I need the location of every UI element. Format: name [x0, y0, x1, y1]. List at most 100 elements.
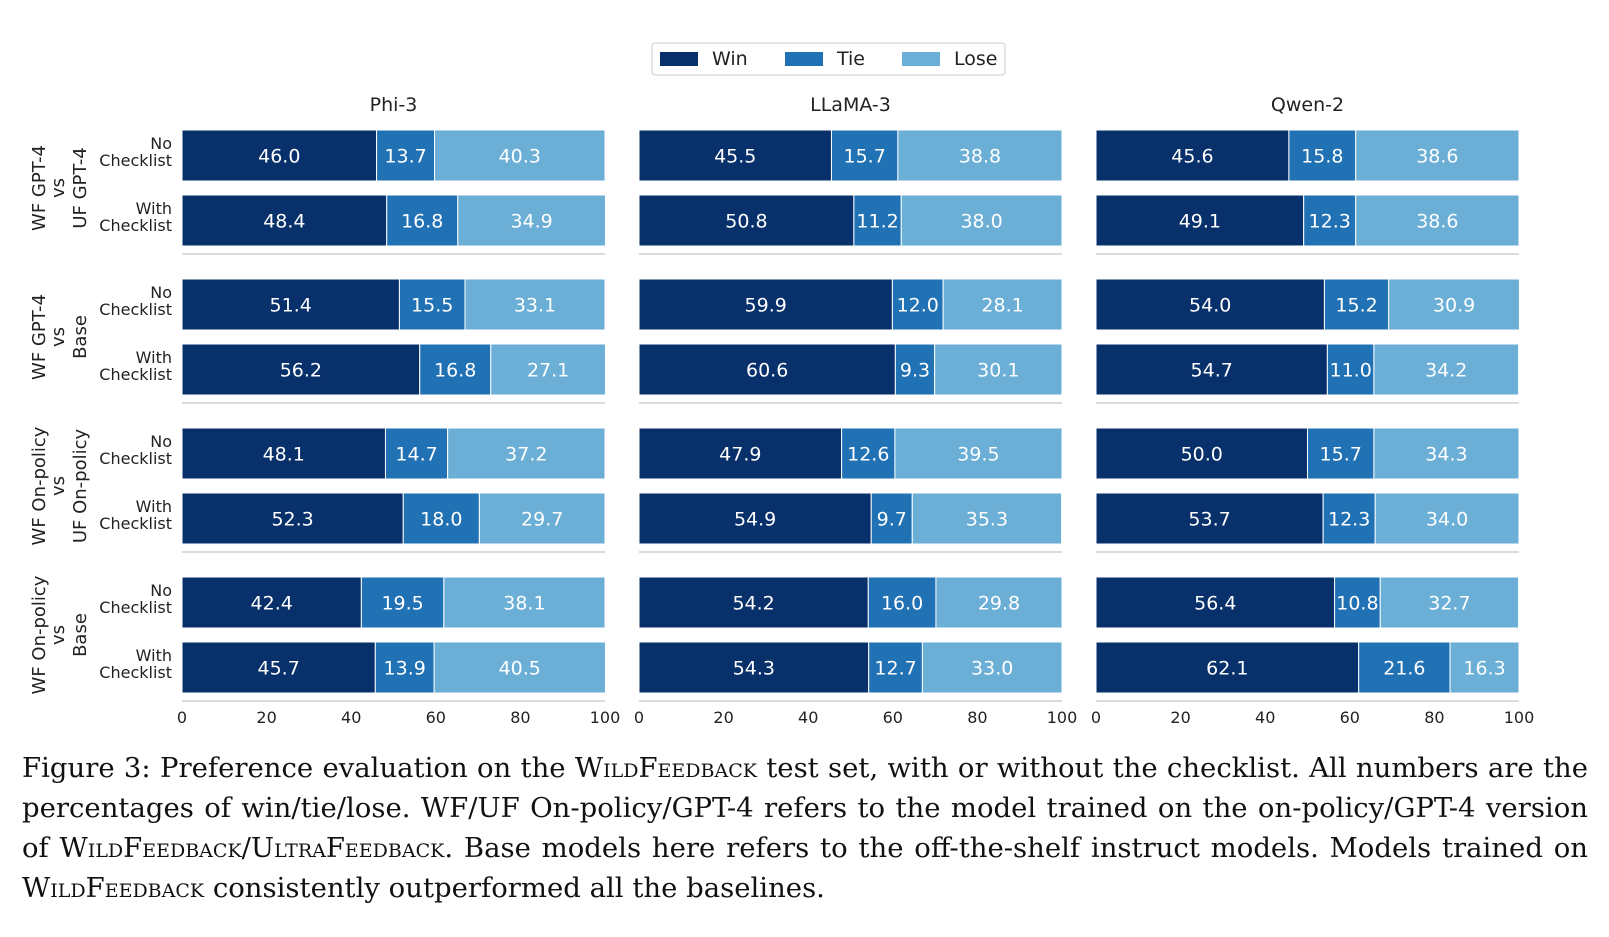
bar-value-label: 56.4	[1194, 593, 1236, 615]
x-tick-label: 100	[1504, 708, 1535, 727]
panel-qwen-2: Qwen-2 45.6 15.8 38.6 49.1 12.3 38.6 54.0 15.2 30…	[1091, 94, 1534, 727]
bar-value-label: 45.7	[257, 658, 299, 680]
bar-value-label: 30.1	[977, 360, 1019, 382]
row-label: Checklist	[99, 151, 172, 170]
group-label: vs	[48, 327, 69, 347]
x-tick-label: 100	[590, 708, 621, 727]
x-tick-label: 40	[341, 708, 361, 727]
group-label: Base	[70, 613, 91, 657]
bar-value-label: 11.0	[1329, 360, 1371, 382]
bar-value-label: 12.6	[847, 444, 889, 466]
bar-lose	[1355, 194, 1520, 247]
bar-value-label: 35.3	[966, 509, 1008, 531]
bar-tie	[374, 641, 435, 694]
bar-tie	[830, 129, 899, 182]
bar-tie	[384, 427, 449, 480]
bar-lose	[935, 576, 1063, 629]
bar-win	[638, 641, 870, 694]
bar-lose	[1374, 492, 1520, 545]
panel-phi-3: Phi-3 46.0 13.7 40.3 48.4 16.8 34.9 51.4 15.5 33.…	[177, 94, 620, 727]
bar-win	[181, 194, 388, 247]
group-label: Base	[70, 315, 91, 359]
bar-win	[638, 427, 843, 480]
x-tick-label: 0	[177, 708, 187, 727]
row-label: Checklist	[99, 663, 172, 682]
bar-value-label: 34.9	[510, 211, 552, 233]
legend-label-win: Win	[712, 48, 748, 70]
group-label: WF GPT-4	[29, 294, 50, 380]
bar-value-label: 30.9	[1433, 295, 1475, 317]
bar-win	[1095, 576, 1336, 629]
bar-lose	[447, 427, 606, 480]
bar-value-label: 38.8	[959, 146, 1001, 168]
bar-value-label: 15.2	[1335, 295, 1377, 317]
bar-value-label: 16.8	[434, 360, 476, 382]
bar-tie	[1326, 343, 1375, 396]
group-label: UF GPT-4	[70, 147, 91, 228]
row-label: With	[136, 497, 172, 516]
x-tick-label: 60	[1340, 708, 1360, 727]
row-label: Checklist	[99, 514, 172, 533]
figure-caption: Figure 3: Preference evaluation on the W…	[22, 748, 1588, 908]
bar-value-label: 37.2	[505, 444, 547, 466]
bar-value-label: 15.7	[844, 146, 886, 168]
bar-tie	[376, 129, 436, 182]
bar-lose	[464, 278, 606, 331]
bar-lose	[457, 194, 606, 247]
bar-tie	[870, 492, 913, 545]
bar-tie	[419, 343, 492, 396]
bar-value-label: 54.0	[1189, 295, 1231, 317]
bar-win	[181, 641, 376, 694]
bar-value-label: 14.7	[395, 444, 437, 466]
x-tick-label: 0	[1091, 708, 1101, 727]
bar-lose	[894, 427, 1063, 480]
caption-text: /	[241, 832, 251, 864]
bar-value-label: 32.7	[1428, 593, 1470, 615]
bar-value-label: 45.6	[1171, 146, 1213, 168]
bar-value-label: 15.7	[1320, 444, 1362, 466]
x-tick-label: 80	[1424, 708, 1444, 727]
bar-tie	[1322, 492, 1376, 545]
bar-lose	[942, 278, 1063, 331]
legend-box	[651, 42, 1006, 76]
bar-value-label: 42.4	[251, 593, 293, 615]
row-label: No	[150, 432, 172, 451]
bar-value-label: 60.6	[746, 360, 788, 382]
bar-value-label: 34.0	[1426, 509, 1468, 531]
bar-value-label: 62.1	[1206, 658, 1248, 680]
bar-value-label: 13.7	[384, 146, 426, 168]
bar-value-label: 50.8	[725, 211, 767, 233]
x-tick-label: 100	[1047, 708, 1078, 727]
panel-title: Phi-3	[370, 94, 418, 116]
bar-value-label: 54.7	[1191, 360, 1233, 382]
bar-value-label: 9.3	[900, 360, 930, 382]
bar-value-label: 11.2	[856, 211, 898, 233]
panel-title: Qwen-2	[1271, 94, 1344, 116]
bar-lose	[433, 641, 606, 694]
bar-lose	[490, 343, 606, 396]
bar-value-label: 27.1	[527, 360, 569, 382]
row-label: Checklist	[99, 598, 172, 617]
bar-lose	[897, 129, 1063, 182]
x-tick-label: 80	[967, 708, 987, 727]
bar-value-label: 21.6	[1383, 658, 1425, 680]
bar-tie	[1323, 278, 1390, 331]
bar-tie	[841, 427, 896, 480]
bar-lose	[911, 492, 1063, 545]
bar-win	[638, 576, 869, 629]
row-label: Checklist	[99, 216, 172, 235]
caption-smallcaps: WildFeedback	[22, 872, 205, 904]
panel-title: LLaMA-3	[810, 94, 891, 116]
bar-value-label: 33.1	[514, 295, 556, 317]
bar-value-label: 53.7	[1188, 509, 1230, 531]
bar-lose	[434, 129, 606, 182]
x-tick-label: 60	[883, 708, 903, 727]
bar-value-label: 38.1	[503, 593, 545, 615]
bar-value-label: 40.5	[499, 658, 541, 680]
bar-value-label: 48.1	[263, 444, 305, 466]
bar-win	[181, 492, 404, 545]
bar-tie	[386, 194, 459, 247]
bar-win	[181, 576, 362, 629]
bar-lose	[1388, 278, 1520, 331]
bar-tie	[1358, 641, 1451, 694]
